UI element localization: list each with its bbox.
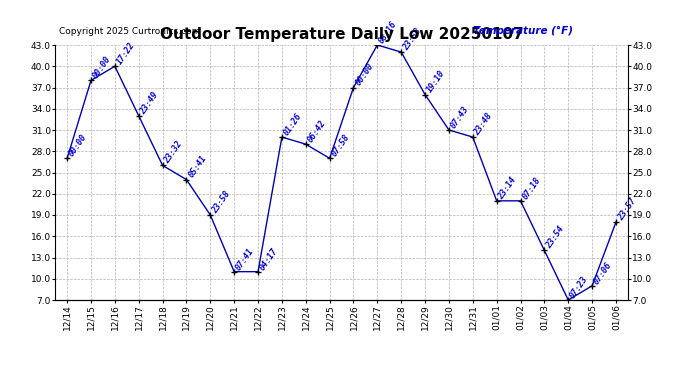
Text: 23:58: 23:58 [401, 27, 423, 52]
Text: 07:23: 07:23 [569, 274, 590, 300]
Text: 23:57: 23:57 [616, 196, 638, 222]
Text: 01:26: 01:26 [282, 111, 304, 137]
Text: 07:06: 07:06 [592, 260, 614, 286]
Text: 23:48: 23:48 [473, 111, 495, 137]
Text: 17:22: 17:22 [115, 40, 137, 66]
Text: 19:10: 19:10 [425, 69, 447, 94]
Text: 23:54: 23:54 [544, 225, 566, 251]
Text: 00:00: 00:00 [91, 55, 112, 80]
Text: 06:42: 06:42 [306, 118, 328, 144]
Text: 00:00: 00:00 [353, 62, 375, 87]
Text: 23:58: 23:58 [210, 189, 232, 215]
Text: 05:41: 05:41 [186, 154, 208, 180]
Text: 23:49: 23:49 [139, 90, 161, 116]
Text: Copyright 2025 Curtronics.com: Copyright 2025 Curtronics.com [59, 27, 200, 36]
Text: 07:18: 07:18 [520, 175, 542, 201]
Text: 00:00: 00:00 [67, 133, 89, 158]
Title: Outdoor Temperature Daily Low 20250107: Outdoor Temperature Daily Low 20250107 [159, 27, 524, 42]
Text: 23:14: 23:14 [497, 175, 518, 201]
Text: 08:16: 08:16 [377, 20, 399, 45]
Text: 04:17: 04:17 [258, 246, 279, 272]
Text: 23:32: 23:32 [163, 140, 184, 165]
Text: 07:43: 07:43 [449, 104, 471, 130]
Text: 07:58: 07:58 [330, 133, 351, 158]
Text: 07:41: 07:41 [234, 246, 256, 272]
Text: Temperature (°F): Temperature (°F) [473, 26, 573, 36]
